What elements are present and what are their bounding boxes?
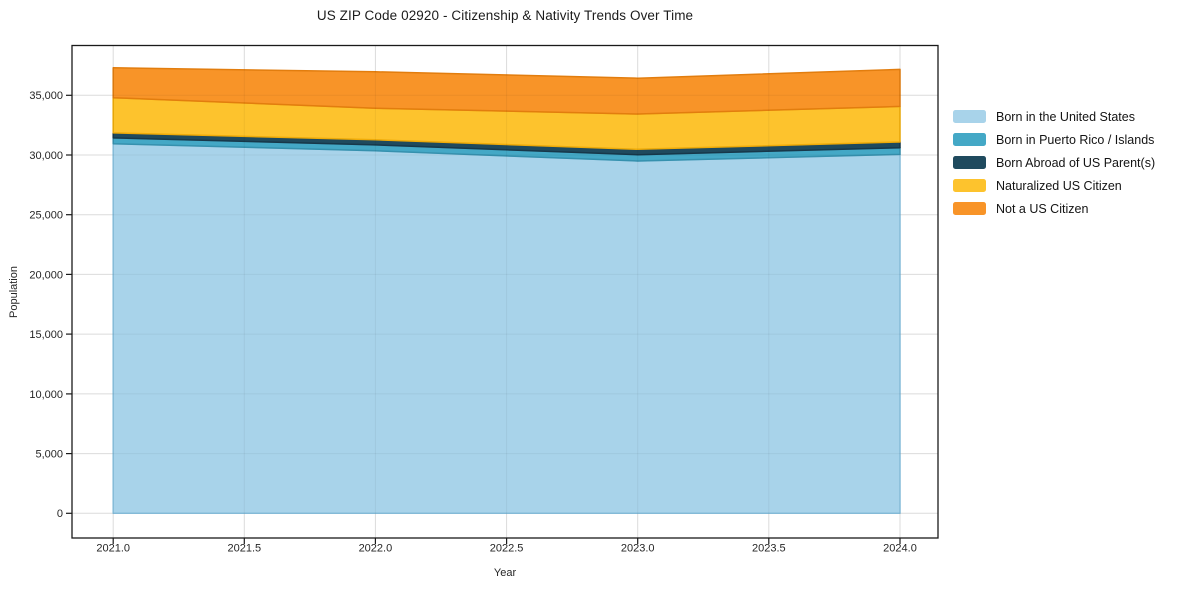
legend-item: Born in the United States — [953, 109, 1155, 124]
x-tick-label: 2023.5 — [752, 543, 786, 555]
legend-label: Born Abroad of US Parent(s) — [996, 155, 1156, 170]
x-axis-label: Year — [494, 567, 517, 579]
legend-item: Born in Puerto Rico / Islands — [953, 132, 1155, 147]
y-tick-label: 20,000 — [29, 269, 63, 281]
legend-item: Born Abroad of US Parent(s) — [953, 155, 1156, 170]
y-tick-label: 35,000 — [29, 90, 63, 102]
legend-label: Born in the United States — [996, 109, 1135, 124]
legend-swatch-born-pr-islands — [953, 133, 986, 146]
legend-swatch-not-citizen — [953, 202, 986, 215]
x-tick-label: 2022.0 — [359, 543, 393, 555]
legend-item: Naturalized US Citizen — [953, 178, 1155, 193]
area-series-4 — [112, 67, 901, 115]
x-tick-label: 2024.0 — [883, 543, 917, 555]
legend-swatch-born-abroad — [953, 156, 986, 169]
legend-swatch-naturalized — [953, 179, 986, 192]
y-tick-label: 15,000 — [29, 329, 63, 341]
y-tick-label: 30,000 — [29, 150, 63, 162]
y-tick-label: 25,000 — [29, 210, 63, 222]
y-axis-label: Population — [8, 266, 20, 318]
y-tick-label: 0 — [57, 508, 63, 520]
plot-frame — [71, 44, 939, 539]
legend-item: Not a US Citizen — [953, 201, 1155, 216]
y-tick-label: 5,000 — [35, 449, 63, 461]
x-tick-label: 2021.0 — [96, 543, 130, 555]
x-tick-label: 2021.5 — [227, 543, 261, 555]
legend-label: Born in Puerto Rico / Islands — [996, 132, 1155, 147]
legend: Born in the United States Born in Puerto… — [953, 110, 1155, 225]
x-tick-label: 2023.0 — [621, 543, 655, 555]
legend-label: Not a US Citizen — [996, 201, 1089, 216]
legend-swatch-born-in-us — [953, 110, 986, 123]
legend-label: Naturalized US Citizen — [996, 178, 1122, 193]
chart-title: US ZIP Code 02920 - Citizenship & Nativi… — [316, 8, 694, 23]
x-tick-label: 2022.5 — [490, 543, 524, 555]
y-tick-label: 10,000 — [29, 389, 63, 401]
